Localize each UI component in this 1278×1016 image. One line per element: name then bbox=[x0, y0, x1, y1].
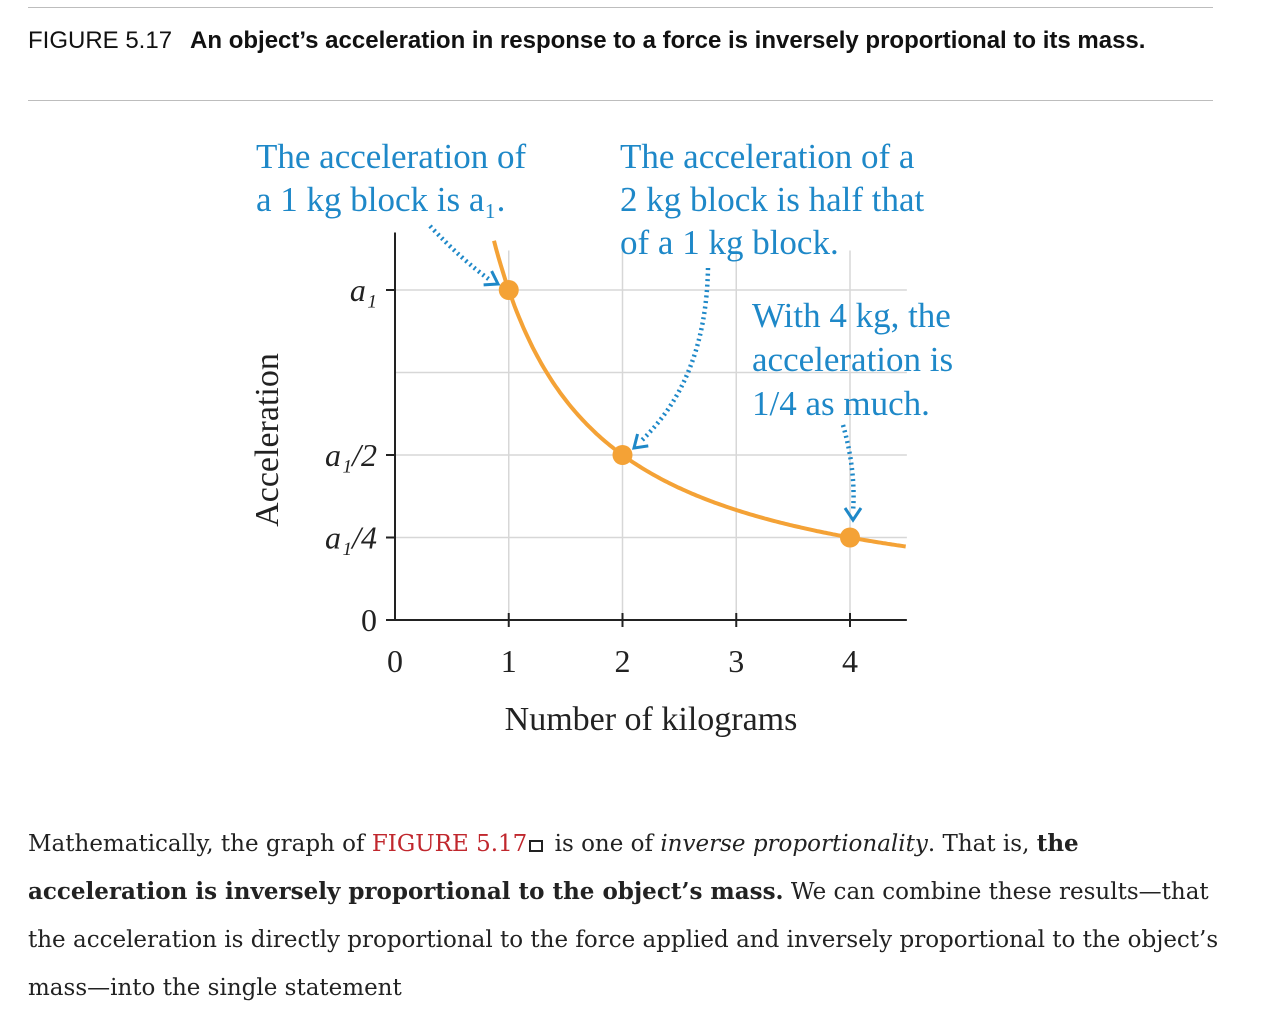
x-tick-label-4: 4 bbox=[842, 643, 858, 679]
annotation-arrowhead-3 bbox=[843, 507, 863, 523]
bottom-rule bbox=[28, 100, 1213, 101]
x-tick-label-1: 1 bbox=[501, 643, 517, 679]
data-point-2 bbox=[612, 445, 633, 465]
annotation-1: The acceleration of a 1 kg block is a₁. bbox=[256, 137, 526, 219]
y-tick-label-3: a₁ bbox=[350, 272, 377, 308]
y-tick-label-2: a₁/2 bbox=[325, 437, 377, 473]
data-point-1 bbox=[498, 280, 519, 300]
annotation-arrowhead-2 bbox=[631, 433, 649, 450]
annotation-3: With 4 kg, the acceleration is 1/4 as much… bbox=[752, 296, 953, 423]
y-axis-label: Acceleration bbox=[249, 353, 286, 527]
figure-caption-text: An object’s acceleration in response to … bbox=[190, 27, 1146, 54]
x-axis-label: Number of kilograms bbox=[505, 701, 798, 738]
acceleration-mass-chart: 0 1 2 3 4 0 a₁/4 a₁/2 a₁ Number of kilograms Accel… bbox=[249, 137, 953, 738]
annotation-2: The acceleration of a 2 kg block is half … bbox=[620, 137, 925, 262]
external-link-icon[interactable] bbox=[529, 840, 544, 852]
annotation-1-line-2: a 1 kg block is a₁. bbox=[256, 180, 505, 219]
annotation-arrow-3 bbox=[840, 424, 856, 513]
paragraph-text-2: is one of bbox=[547, 831, 661, 857]
y-tick-label-0: 0 bbox=[361, 602, 377, 638]
figure-caption: FIGURE 5.17 An object’s acceleration in r… bbox=[28, 22, 1218, 60]
annotation-3-line-1: With 4 kg, the bbox=[752, 296, 951, 335]
x-tick-label-0: 0 bbox=[387, 643, 403, 679]
inverse-curve bbox=[492, 240, 906, 549]
annotation-2-line-3: of a 1 kg block. bbox=[620, 223, 839, 262]
x-tick-label-2: 2 bbox=[615, 643, 631, 679]
annotation-2-line-1: The acceleration of a bbox=[620, 137, 915, 176]
annotation-3-line-2: acceleration is bbox=[752, 340, 953, 379]
top-rule bbox=[28, 7, 1213, 8]
data-point-3 bbox=[840, 527, 860, 548]
paragraph-text-4: We can combine these results—that the ac… bbox=[28, 879, 1219, 1001]
annotation-2-line-2: 2 kg block is half that bbox=[620, 180, 925, 219]
paragraph-text-1: Mathematically, the graph of bbox=[28, 831, 372, 857]
annotation-1-line-1: The acceleration of bbox=[256, 137, 526, 176]
paragraph-text-3: . That is, bbox=[927, 831, 1037, 857]
paragraph-bold-statement: the acceleration is inversely proportion… bbox=[28, 830, 1079, 905]
body-paragraph: Mathematically, the graph of FIGURE 5.17… bbox=[28, 820, 1228, 1012]
x-tick-label-3: 3 bbox=[728, 643, 744, 679]
figure-reference-link[interactable]: FIGURE 5.17 bbox=[371, 831, 528, 857]
y-tick-label-1: a₁/4 bbox=[325, 520, 377, 556]
annotation-arrow-1 bbox=[428, 224, 492, 282]
annotation-arrow-2 bbox=[638, 267, 711, 444]
annotation-3-line-3: 1/4 as much. bbox=[752, 384, 930, 423]
paragraph-emphasis: inverse proportionality bbox=[660, 831, 928, 857]
annotation-arrowhead-1 bbox=[483, 270, 501, 287]
figure-number: FIGURE 5.17 bbox=[28, 27, 173, 54]
